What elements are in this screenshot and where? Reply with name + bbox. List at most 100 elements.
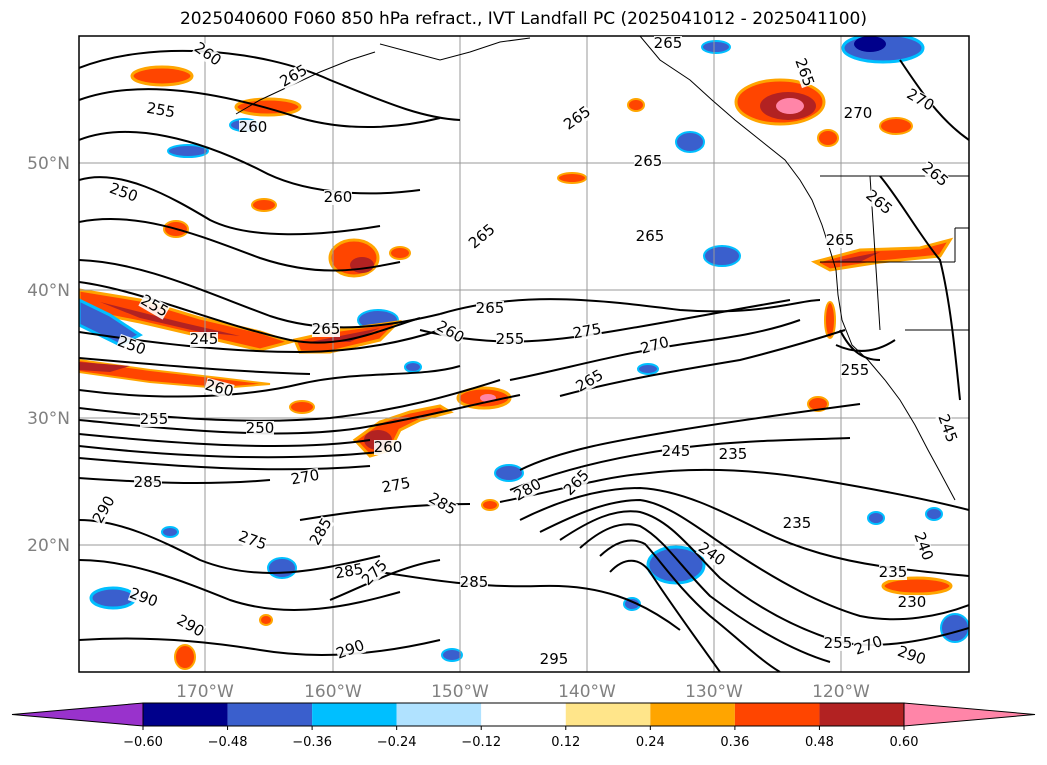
contour-label-bg <box>911 530 936 563</box>
contour-label: 285 <box>333 560 364 583</box>
colorbar-segment <box>143 703 228 726</box>
contour-label: 255 <box>145 99 176 122</box>
contour-label-bg <box>904 86 937 114</box>
contour-label: 265 <box>476 299 505 317</box>
colorbar-segment <box>734 703 820 726</box>
contour-label-bg <box>239 120 267 135</box>
colorbar-tick-label: −0.36 <box>292 735 332 750</box>
contour-label-bg <box>895 643 928 668</box>
contour-label: 235 <box>719 445 748 463</box>
contour-label-bg <box>127 585 160 610</box>
contour-label-bg <box>381 475 412 496</box>
map-frame <box>78 35 970 673</box>
lon-label-170w: 170°W <box>176 682 234 702</box>
lon-label-140w: 140°W <box>558 682 616 702</box>
contour-label-bg <box>190 332 218 347</box>
latitude-labels: 50°N 40°N 30°N 20°N <box>27 154 70 556</box>
contour-label: 265 <box>826 231 855 249</box>
colorbar-tick-label: 0.60 <box>890 735 919 750</box>
contour-label-bg <box>792 56 817 89</box>
contour-label-bg <box>719 447 747 462</box>
contour-label-bg <box>140 412 168 427</box>
colorbar-frame <box>142 702 905 727</box>
contour-label-bg <box>841 363 869 378</box>
contour-label: 245 <box>190 330 219 348</box>
contour-label-bg <box>174 612 207 640</box>
colorbar-tick-label: −0.48 <box>208 735 248 750</box>
contour-label: 265 <box>636 227 665 245</box>
contour-label-bg <box>824 636 852 651</box>
contour-label: 275 <box>380 474 411 497</box>
colorbar-segment <box>481 703 566 726</box>
contour-label: 265 <box>654 34 683 52</box>
lat-label-20n: 20°N <box>27 536 70 556</box>
colorbar-tick-label: 0.48 <box>805 735 834 750</box>
graticule <box>79 36 969 672</box>
contour-label: 270 <box>844 104 873 122</box>
contour-label-bg <box>476 301 504 316</box>
colorbar-segment <box>312 703 397 726</box>
contour-label-bg <box>561 467 593 499</box>
contour-label-bg <box>654 36 682 51</box>
contour-label-bg <box>115 333 148 358</box>
contour-label: 245 <box>662 442 691 460</box>
colorbar-segment <box>819 703 904 726</box>
contour-label-bg <box>246 421 274 436</box>
colorbar-extend-high <box>903 702 1036 727</box>
lon-label-130w: 130°W <box>685 682 743 702</box>
colorbar-tick-label: −0.60 <box>123 735 163 750</box>
contour-label-bg <box>852 633 885 658</box>
contour-label: 235 <box>783 514 812 532</box>
colorbar-tick-label: 0.36 <box>720 735 749 750</box>
contour-label-bg <box>898 595 926 610</box>
colorbar-segment <box>396 703 482 726</box>
contour-label-bg <box>90 493 118 526</box>
colorbar-tick-label: −0.24 <box>377 735 417 750</box>
contour-label-bg <box>695 540 728 569</box>
colorbar: −0.60 −0.48 −0.36 −0.24 −0.12 0.12 0.24 0.36 0.4… <box>11 702 1036 750</box>
contour-label-bg <box>191 40 224 69</box>
contour-label-bg <box>466 221 498 252</box>
contour-label-bg <box>359 557 391 589</box>
contour-label: 255 <box>496 330 525 348</box>
colorbar-tick-label: −0.12 <box>461 735 501 750</box>
contour-label: 285 <box>460 573 489 591</box>
contour-label: 255 <box>841 361 870 379</box>
contour-label-bg <box>572 321 603 342</box>
lon-label-120w: 120°W <box>812 682 870 702</box>
contour-label-bg <box>324 190 352 205</box>
contour-label-bg <box>426 490 459 518</box>
contour-label: 235 <box>879 563 908 581</box>
contour-label-bg <box>826 233 854 248</box>
lat-label-50n: 50°N <box>27 154 70 174</box>
colorbar-tick-label: 0.24 <box>636 735 665 750</box>
colorbar-extend-low <box>11 702 144 727</box>
longitude-labels: 170°W 160°W 150°W 140°W 130°W 120°W <box>176 682 870 702</box>
contour-label: 270 <box>289 466 320 489</box>
contour-label-bg <box>919 159 951 190</box>
contour-label: 260 <box>374 438 403 456</box>
lat-label-30n: 30°N <box>27 409 70 429</box>
contour-label-bg <box>783 516 811 531</box>
contour-label-bg <box>634 154 662 169</box>
figure-title: 2025040600 F060 850 hPa refract., IVT La… <box>179 9 867 29</box>
contour-label-bg <box>307 515 335 548</box>
contour-label: 295 <box>540 650 569 668</box>
contour-label: 230 <box>898 593 927 611</box>
contour-label-bg <box>334 561 365 582</box>
contour-label-bg <box>374 440 402 455</box>
contour-label: 255 <box>824 634 853 652</box>
contour-label: 265 <box>634 152 663 170</box>
contour-label-bg <box>639 334 671 357</box>
contour-label-bg <box>107 180 140 205</box>
contour-label-bg <box>134 475 162 490</box>
contour-label-bg <box>460 575 488 590</box>
map-panel <box>79 36 969 672</box>
contour-label-bg <box>312 322 340 337</box>
contour-label-bg <box>138 292 171 320</box>
contour-label: 250 <box>246 419 275 437</box>
contour-label-bg <box>636 229 664 244</box>
contour-label-bg <box>561 104 594 133</box>
colorbar-segment <box>650 703 735 726</box>
contour-label-bg <box>277 62 310 90</box>
